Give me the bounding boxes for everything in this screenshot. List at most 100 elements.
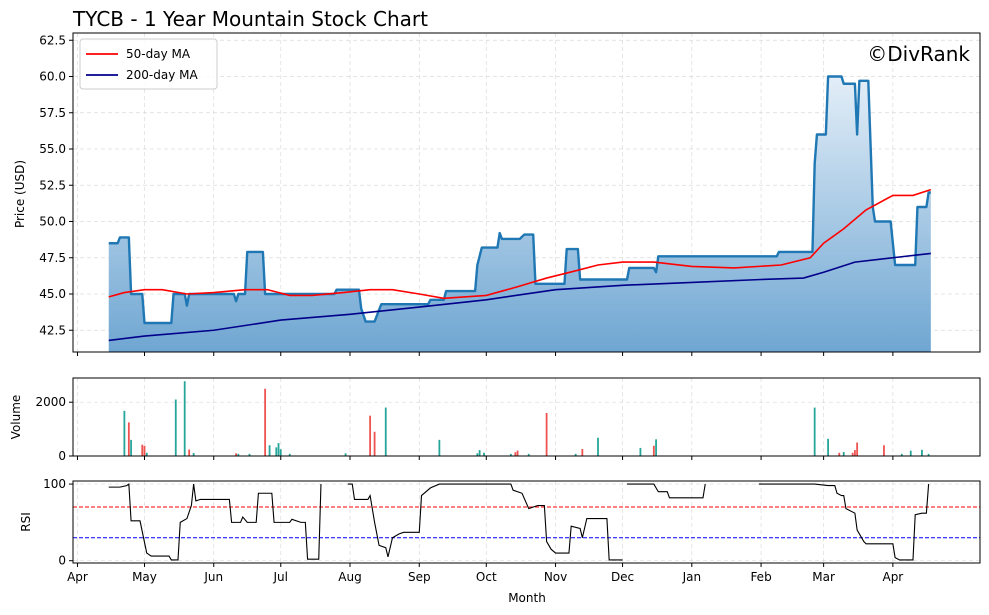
volume-bar [900,453,903,456]
volume-bar [509,453,512,456]
y-tick-label: 57.5 [39,106,66,120]
legend-box [79,38,218,90]
x-tick-label: Aug [338,570,361,584]
y-tick-label: 52.5 [39,178,66,192]
rsi-x-axis: Apr May Jun Jul Aug Sep Oct Nov Dec Jan Feb Mar Apr [67,563,903,584]
volume-bar [597,437,599,456]
rsi-line-segment [627,483,706,499]
volume-bar [574,453,577,456]
y-tick-label: 100 [43,477,66,491]
price-x-ticks [76,352,894,356]
volume-bar [652,445,655,456]
y-tick-label: 45.0 [39,287,66,301]
rsi-panel-frame [72,480,981,564]
volume-bar [883,445,885,456]
volume-bar [384,407,387,456]
volume-bar [842,451,845,456]
x-tick-label: Dec [611,570,634,584]
y-tick-label: 0 [58,449,66,463]
x-tick-label: Feb [750,570,771,584]
ma200-line [108,252,931,342]
x-tick-label: Sep [408,570,431,584]
volume-bar [478,450,481,456]
volume-bar [143,445,146,456]
volume-bar [264,388,267,456]
y-tick-label: 62.5 [39,33,66,47]
volume-bar [288,453,291,456]
volume-bar [639,447,642,456]
volume-bar [141,444,144,456]
ma50-line [108,188,932,300]
y-tick-label: 60.0 [39,70,66,84]
volume-ylabel: Volume [9,395,23,440]
volume-bar [344,453,347,456]
legend-ma200-label: 200-day MA [126,68,198,82]
volume-bar [268,445,271,456]
y-tick-label: 42.5 [39,323,66,337]
volume-bar [248,453,251,456]
volume-bar [851,452,854,456]
rsi-line-segment [758,483,930,561]
volume-bar [235,453,237,456]
x-tick-label: Apr [882,570,903,584]
x-tick-label: Jun [203,570,223,584]
volume-panel-frame [72,377,981,457]
x-tick-label: Jan [682,570,702,584]
watermark: ©DivRank [867,42,970,66]
volume-bar [476,453,479,456]
y-tick-label: 47.5 [39,251,66,265]
volume-x-ticks [76,456,894,460]
rsi-y-axis: 0 100 [43,477,73,568]
volume-y-axis: 0 2000 [35,395,73,463]
volume-bar [237,453,240,456]
rsi-lines [108,483,930,561]
x-tick-label: Oct [476,570,497,584]
volume-bar [183,381,186,456]
price-y-axis: 42.5 45.0 47.5 50.0 52.5 55.0 57.5 60.0 62.5 [39,33,73,337]
price-panel-frame [72,32,981,353]
volume-bar [813,407,816,456]
volume-bar [277,443,280,456]
rsi-line-segment [108,483,322,561]
volume-bar [369,415,372,456]
volume-grid [73,378,980,457]
price-area [108,76,931,352]
volume-bar [188,449,191,456]
volume-bar [909,450,912,456]
y-tick-label: 0 [58,554,66,568]
y-tick-label: 2000 [35,395,66,409]
x-axis-label: Month [508,591,546,605]
legend-ma50-label: 50-day MA [126,47,191,61]
volume-bar [927,453,930,456]
volume-bar [438,439,441,456]
volume-bar [921,449,923,456]
volume-bar [854,450,856,456]
volume-bar [827,438,829,456]
volume-bar [145,452,148,456]
volume-bar [527,453,530,456]
volume-bar [514,452,517,456]
price-line [108,75,931,325]
volume-bar [838,452,841,456]
volume-bar [581,449,584,456]
volume-bars [123,381,930,456]
price-ylabel: Price (USD) [13,160,27,228]
rsi-line-segment [347,483,623,561]
rsi-grid [73,481,980,563]
x-tick-label: May [132,570,157,584]
volume-bar [856,442,859,456]
volume-bar [123,410,126,456]
x-tick-label: Nov [544,570,567,584]
volume-bar [516,450,519,456]
x-tick-label: Mar [812,570,835,584]
y-tick-label: 55.0 [39,142,66,156]
volume-bar [373,431,376,456]
volume-bar [130,439,132,456]
rsi-ylabel: RSI [19,512,33,532]
y-tick-label: 50.0 [39,215,66,229]
legend: 50-day MA 200-day MA [79,38,218,90]
volume-bar [279,449,282,456]
volume-bar [127,422,130,456]
x-tick-label: Jul [273,570,288,584]
